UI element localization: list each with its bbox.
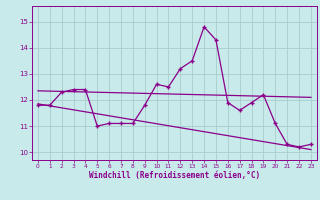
X-axis label: Windchill (Refroidissement éolien,°C): Windchill (Refroidissement éolien,°C) bbox=[89, 171, 260, 180]
